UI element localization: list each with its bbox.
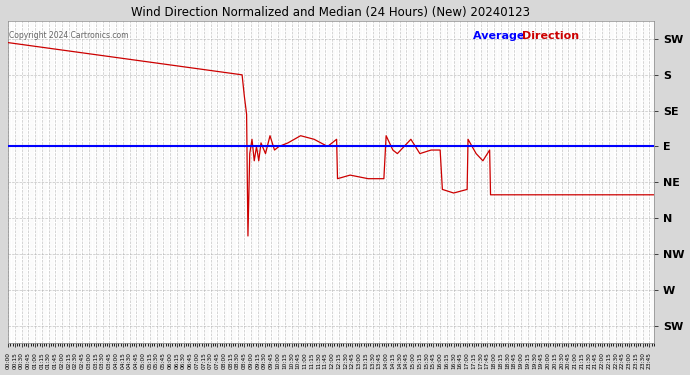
Text: Copyright 2024 Cartronics.com: Copyright 2024 Cartronics.com [10,31,129,40]
Title: Wind Direction Normalized and Median (24 Hours) (New) 20240123: Wind Direction Normalized and Median (24… [132,6,531,18]
Text: Average: Average [473,31,529,41]
Text: Direction: Direction [522,31,579,41]
